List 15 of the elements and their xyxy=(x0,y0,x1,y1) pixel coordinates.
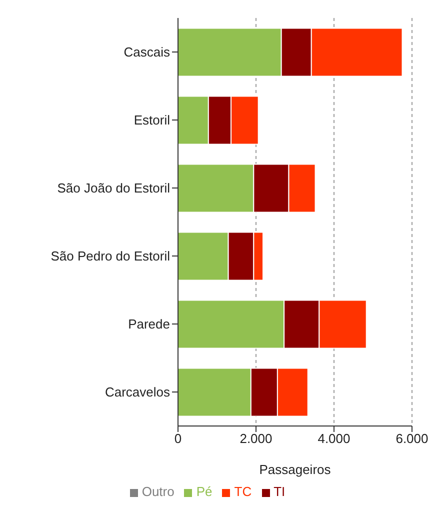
y-tick-label: Parede xyxy=(128,316,170,332)
y-tick-label: Carcavelos xyxy=(104,384,170,400)
x-tick-label: 4.000 xyxy=(318,431,350,446)
legend-label: Pé xyxy=(196,484,212,499)
legend-label: TC xyxy=(234,484,252,499)
y-tick-label: São Pedro do Estoril xyxy=(50,248,170,264)
legend-label: TI xyxy=(274,484,286,499)
y-tick-label: Estoril xyxy=(134,112,170,128)
x-axis-title: Passageiros xyxy=(259,462,332,477)
y-tick-label: São João do Estoril xyxy=(57,180,170,196)
x-tick-label: 0 xyxy=(174,431,182,446)
legend-label: Outro xyxy=(142,484,174,499)
x-tick-label: 2.000 xyxy=(240,431,272,446)
x-tick-label: 6.000 xyxy=(396,431,428,446)
y-tick-label: Cascais xyxy=(124,44,170,60)
